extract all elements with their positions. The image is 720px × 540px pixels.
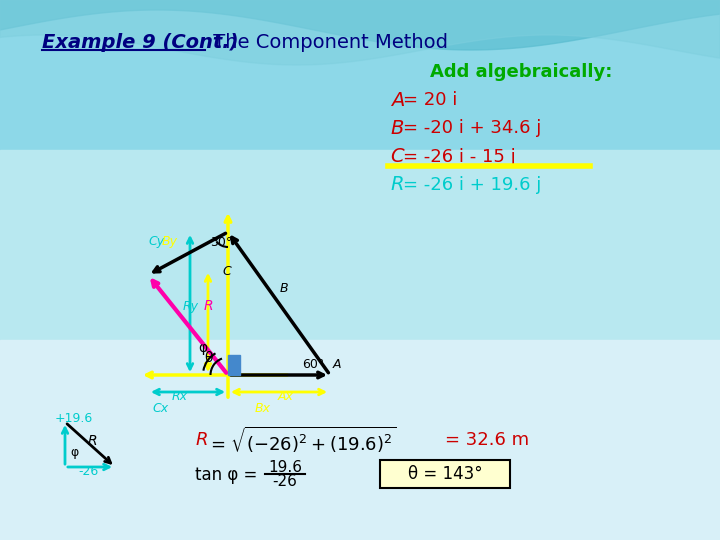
Text: Ax: Ax [278, 390, 294, 403]
Text: 30°: 30° [210, 236, 233, 249]
Text: tan φ =: tan φ = [195, 466, 257, 484]
Text: 19.6: 19.6 [268, 461, 302, 476]
Text: $\it{R}$: $\it{R}$ [390, 176, 404, 194]
Text: Example 9 (Cont.): Example 9 (Cont.) [42, 33, 238, 52]
Text: Cx: Cx [152, 402, 168, 415]
Text: Add algebraically:: Add algebraically: [430, 63, 613, 81]
Text: = -26 i + 19.6 j: = -26 i + 19.6 j [403, 176, 541, 194]
Text: $\it{R}$: $\it{R}$ [195, 431, 208, 449]
Text: = 20 i: = 20 i [403, 91, 457, 109]
Bar [380, 460, 510, 488]
Text: = -20 i + 34.6 j: = -20 i + 34.6 j [403, 119, 541, 137]
Text: = $\sqrt{(-26)^2 + (19.6)^2}$: = $\sqrt{(-26)^2 + (19.6)^2}$ [210, 425, 396, 455]
Text: θ = 143°: θ = 143° [408, 465, 482, 483]
Text: $\it{A}$: $\it{A}$ [390, 91, 405, 110]
Text: φ: φ [198, 341, 207, 355]
Text: -26: -26 [78, 465, 98, 478]
Text: +19.6: +19.6 [55, 412, 94, 425]
Text: = 32.6 m: = 32.6 m [445, 431, 529, 449]
Text: R: R [204, 299, 214, 313]
Text: $\it{B}$: $\it{B}$ [390, 118, 404, 138]
Bar [0, 150, 720, 340]
Text: By: By [162, 235, 178, 248]
Text: -26: -26 [273, 475, 297, 489]
Text: $\it{C}$: $\it{C}$ [390, 147, 405, 166]
Text: B: B [280, 282, 289, 295]
Bar [0, 340, 720, 540]
Text: R: R [88, 434, 98, 448]
Bar [228, 355, 240, 375]
Text: 60°: 60° [302, 358, 324, 371]
Text: C: C [222, 265, 230, 278]
Text: θ: θ [204, 351, 212, 365]
Text: A: A [333, 358, 341, 371]
Text: Bx: Bx [255, 402, 271, 415]
Text: = -26 i - 15 j: = -26 i - 15 j [403, 148, 516, 166]
Text: Rx: Rx [172, 390, 188, 403]
Bar [0, 0, 720, 150]
Text: The Component Method: The Component Method [207, 33, 448, 52]
Text: Cy: Cy [148, 235, 164, 248]
Text: φ: φ [70, 446, 78, 459]
Text: Ry: Ry [183, 300, 199, 313]
